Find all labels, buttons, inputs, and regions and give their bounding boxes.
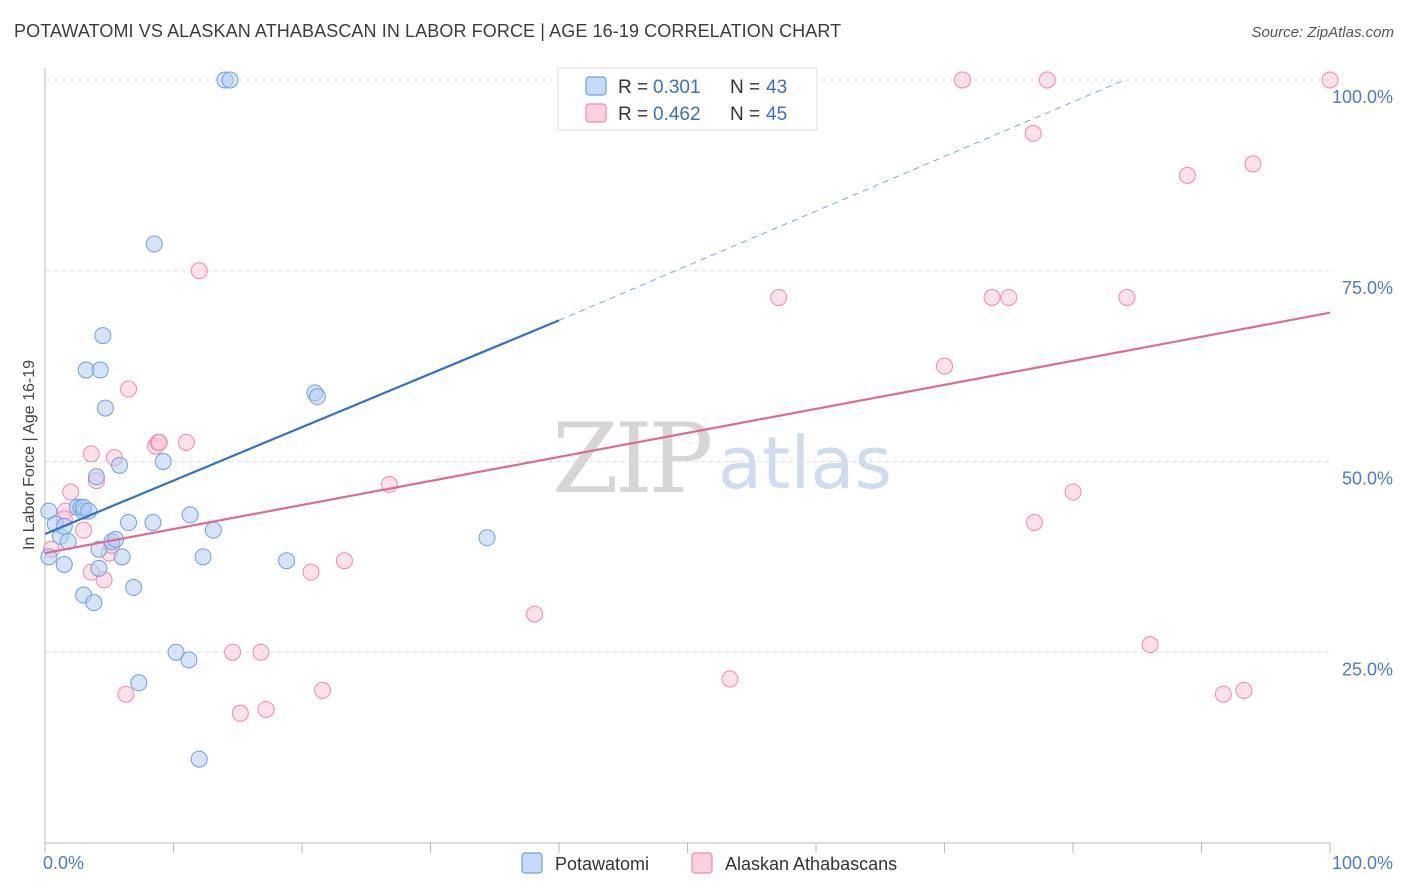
alaskan-point-21 <box>252 643 270 661</box>
alaskan-point-34 <box>1024 124 1042 142</box>
potawatomi-point-0 <box>40 548 58 566</box>
potawatomi-point-36 <box>204 521 222 539</box>
x-tick-label-max: 100.0% <box>1332 853 1393 873</box>
potawatomi-point-42 <box>478 529 496 547</box>
alaskan-point-35 <box>1025 514 1043 532</box>
y-tick-label-25: 25.0% <box>1342 659 1393 679</box>
legend-n-value-1: 43 <box>766 77 787 98</box>
alaskan-point-39 <box>1141 636 1159 654</box>
legend-r-label-2: R = <box>618 104 648 125</box>
bottom-legend: Potawatomi Alaskan Athabascans <box>521 852 897 874</box>
potawatomi-point-27 <box>130 674 148 692</box>
x-tick-label-min: 0.0% <box>43 853 84 873</box>
trend-lines <box>44 79 1331 555</box>
potawatomi-point-38 <box>221 71 239 89</box>
alaskan-point-4 <box>75 521 93 539</box>
alaskan-point-18 <box>190 262 208 280</box>
alaskan-point-40 <box>1178 166 1196 184</box>
potawatomi-point-32 <box>180 651 198 669</box>
potawatomi-point-24 <box>111 456 129 474</box>
alaskan-point-31 <box>953 71 971 89</box>
alaskan-point-37 <box>1064 483 1082 501</box>
alaskan-point-41 <box>1214 685 1232 703</box>
alaskan-point-27 <box>526 605 544 623</box>
trend-line-potawatomi <box>44 319 560 536</box>
watermark-atlas: atlas <box>718 421 892 505</box>
potawatomi-point-33 <box>181 506 199 524</box>
alaskan-point-19 <box>224 643 242 661</box>
chart-title: POTAWATOMI VS ALASKAN ATHABASCAN IN LABO… <box>14 21 842 41</box>
potawatomi-point-39 <box>278 552 296 570</box>
potawatomi-point-30 <box>154 453 172 470</box>
trend-line-alaskan <box>44 311 1331 555</box>
alaskan-point-20 <box>231 704 249 722</box>
alaskan-point-17 <box>177 433 195 451</box>
legend-n-label-1: N = <box>730 77 760 98</box>
series-alaskan-athabascans <box>42 71 1339 722</box>
watermark-zip: ZIP <box>552 403 711 515</box>
bottom-legend-alaskan: Alaskan Athabascans <box>725 854 897 874</box>
alaskan-point-30 <box>936 357 953 375</box>
legend-r-value-2: 0.462 <box>653 104 701 125</box>
potawatomi-point-20 <box>96 399 114 417</box>
bottom-legend-swatch-alaskan <box>691 852 713 874</box>
potawatomi-point-19 <box>94 327 112 345</box>
potawatomi-point-29 <box>144 514 162 532</box>
potawatomi-point-26 <box>125 578 143 596</box>
alaskan-point-24 <box>314 681 332 699</box>
alaskan-point-28 <box>721 670 739 688</box>
y-tick-labels: 25.0% 50.0% 75.0% 100.0% <box>1332 87 1393 679</box>
legend-n-value-2: 45 <box>766 104 787 125</box>
alaskan-point-23 <box>302 563 320 581</box>
legend-r-value-1: 0.301 <box>653 77 701 98</box>
potawatomi-point-17 <box>90 540 108 558</box>
y-tick-label-75: 75.0% <box>1342 278 1393 298</box>
potawatomi-point-12 <box>77 361 95 379</box>
potawatomi-point-14 <box>85 594 103 612</box>
alaskan-point-38 <box>1118 288 1136 306</box>
gridlines <box>45 79 1330 653</box>
bottom-legend-swatch-potawatomi <box>521 852 543 874</box>
watermark: ZIP atlas <box>552 403 892 515</box>
alaskan-point-22 <box>257 700 275 718</box>
alaskan-point-33 <box>1000 288 1018 306</box>
alaskan-point-44 <box>1321 71 1339 89</box>
bottom-legend-potawatomi: Potawatomi <box>555 854 649 874</box>
potawatomi-point-15 <box>87 468 105 486</box>
potawatomi-point-41 <box>308 388 326 406</box>
potawatomi-point-31 <box>167 643 185 661</box>
potawatomi-point-5 <box>55 556 73 574</box>
alaskan-point-43 <box>1244 155 1262 173</box>
legend-n-label-2: N = <box>730 104 760 125</box>
alaskan-point-6 <box>82 445 100 463</box>
alaskan-point-13 <box>120 380 138 398</box>
alaskan-point-42 <box>1235 681 1253 699</box>
alaskan-point-25 <box>335 552 353 570</box>
alaskan-point-29 <box>770 288 788 306</box>
potawatomi-point-34 <box>190 750 208 768</box>
source-label: Source: ZipAtlas.com <box>1251 24 1394 41</box>
alaskan-point-16 <box>150 433 168 451</box>
legend-swatch-potawatomi <box>585 76 607 96</box>
potawatomi-point-22 <box>113 548 131 566</box>
potawatomi-point-18 <box>91 361 109 379</box>
alaskan-point-3 <box>62 483 80 501</box>
alaskan-point-32 <box>983 288 1001 306</box>
alaskan-point-12 <box>117 685 135 703</box>
legend-box: R = 0.301 N = 43 R = 0.462 N = 45 <box>557 67 818 131</box>
axes <box>44 68 1331 853</box>
potawatomi-point-25 <box>120 514 138 532</box>
y-tick-label-100: 100.0% <box>1332 87 1393 107</box>
legend-r-label-1: R = <box>618 77 648 98</box>
potawatomi-point-35 <box>194 548 212 566</box>
alaskan-point-36 <box>1038 71 1056 89</box>
potawatomi-point-28 <box>145 235 163 253</box>
series-potawatomi <box>40 71 496 768</box>
potawatomi-point-16 <box>90 559 108 577</box>
trend-line-potawatomi-extension <box>558 79 1125 321</box>
y-axis-label: In Labor Force | Age 16-19 <box>21 360 38 550</box>
legend-swatch-alaskan <box>585 103 607 123</box>
y-tick-label-50: 50.0% <box>1342 469 1393 489</box>
